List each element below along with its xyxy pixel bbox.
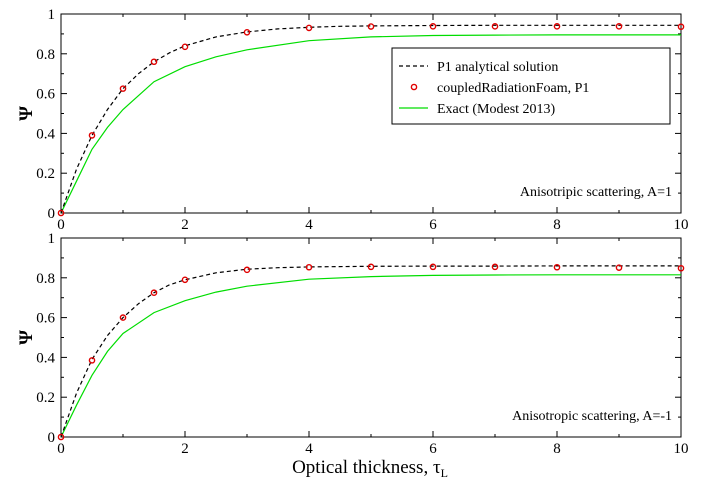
bottom-coupledradiationfoam-p1-point	[119, 314, 127, 321]
bottom-y-tick-label: 0.2	[36, 390, 55, 406]
legend-label-coupled-radiation-foam: coupledRadiationFoam, P1	[437, 81, 589, 96]
bottom-p1-analytical-solution-line	[60, 265, 681, 438]
legend-box	[391, 47, 671, 125]
top-x-tick-label: 10	[674, 217, 689, 233]
legend-swatch-coupled-radiation-foam	[410, 83, 418, 91]
top-y-tick-label: 0.2	[36, 166, 55, 182]
bottom-y-tick-label: 0	[48, 430, 56, 446]
top-x-tick-label: 8	[553, 217, 561, 233]
top-y-axis-label: Ψ	[16, 106, 37, 121]
top-panel: 0 2 4 6 8 10 0 0.2 0.4 0.6 0.8 1 Ψ Anisotripic scatte…	[16, 7, 689, 233]
bottom-x-tick-label: 6	[429, 441, 437, 457]
top-x-tick-label: 0	[57, 217, 65, 233]
top-x-tick-label: 4	[305, 217, 313, 233]
bottom-y-tick-label: 1	[48, 231, 56, 247]
top-coupledradiationfoam-p1-point	[491, 23, 499, 30]
top-coupledradiationfoam-p1-point	[57, 209, 65, 217]
bottom-coupledradiationfoam-p1-point	[491, 263, 499, 271]
top-coupledradiationfoam-p1-point	[150, 58, 158, 66]
legend: P1 analytical solution coupledRadiationF…	[391, 47, 671, 125]
bottom-y-tick-label: 0.8	[36, 271, 55, 287]
bottom-coupledradiationfoam-p1-point	[150, 289, 158, 297]
top-x-tick-label: 6	[429, 217, 437, 233]
top-y-tick-label: 0.6	[36, 87, 55, 103]
bottom-coupledradiationfoam-p1-point	[553, 263, 561, 271]
legend-label-exact-modest: Exact (Modest 2013)	[437, 102, 556, 117]
bottom-coupledradiationfoam-p1-point	[88, 357, 96, 364]
bottom-panel: 0 2 4 6 8 10 0 0.2 0.4 0.6 0.8 1 Ψ Anisotropic scatte…	[16, 231, 689, 457]
top-coupledradiationfoam-p1-point	[119, 85, 127, 92]
bottom-y-axis-label: Ψ	[16, 330, 37, 345]
bottom-exact-modest-2013-line	[60, 274, 681, 438]
top-y-tick-label: 0.4	[36, 126, 55, 142]
bottom-y-tick-label: 0.6	[36, 311, 55, 327]
top-coupledradiationfoam-p1-point	[553, 23, 561, 30]
x-axis-label-subscript: L	[441, 466, 448, 478]
top-x-tick-label: 2	[181, 217, 189, 233]
top-coupledradiationfoam-p1-point	[88, 132, 96, 139]
bottom-coupledradiationfoam-p1-point	[181, 276, 189, 284]
top-coupledradiationfoam-p1-point	[367, 23, 375, 30]
bottom-x-tick-label: 0	[57, 441, 65, 457]
bottom-annotation: Anisotropic scattering, A=-1	[512, 409, 672, 424]
bottom-x-tick-label: 4	[305, 441, 313, 457]
top-coupledradiationfoam-p1-point	[305, 24, 313, 32]
bottom-coupledradiationfoam-p1-point	[429, 263, 437, 271]
top-y-tick-label: 0	[48, 206, 56, 222]
bottom-plot-frame	[60, 237, 682, 438]
bottom-coupledradiationfoam-p1-point	[367, 263, 375, 271]
bottom-x-tick-label: 8	[553, 441, 561, 457]
bottom-coupledradiationfoam-p1-point	[57, 433, 65, 441]
top-y-tick-label: 1	[48, 7, 56, 23]
bottom-x-tick-label: 10	[674, 441, 689, 457]
top-coupledradiationfoam-p1-point	[615, 23, 623, 30]
bottom-coupledradiationfoam-p1-point	[615, 264, 623, 271]
x-axis-label-main: Optical thickness, τ	[292, 457, 441, 478]
top-coupledradiationfoam-p1-point	[677, 23, 685, 31]
bottom-coupledradiationfoam-p1-point	[677, 264, 685, 272]
top-annotation: Anisotripic scattering, A=1	[520, 185, 672, 200]
x-axis-label: Optical thickness, τL	[292, 457, 448, 478]
bottom-y-tick-label: 0.4	[36, 350, 55, 366]
top-y-tick-label: 0.8	[36, 47, 55, 63]
legend-label-p1-analytical: P1 analytical solution	[437, 60, 558, 75]
top-coupledradiationfoam-p1-point	[243, 29, 251, 36]
top-coupledradiationfoam-p1-point	[181, 43, 189, 51]
bottom-coupledradiationfoam-p1-point	[305, 263, 313, 271]
bottom-coupledradiationfoam-p1-point	[243, 266, 251, 274]
top-coupledradiationfoam-p1-point	[429, 23, 437, 30]
bottom-x-tick-label: 2	[181, 441, 189, 457]
top-exact-modest-2013-line	[60, 34, 681, 214]
